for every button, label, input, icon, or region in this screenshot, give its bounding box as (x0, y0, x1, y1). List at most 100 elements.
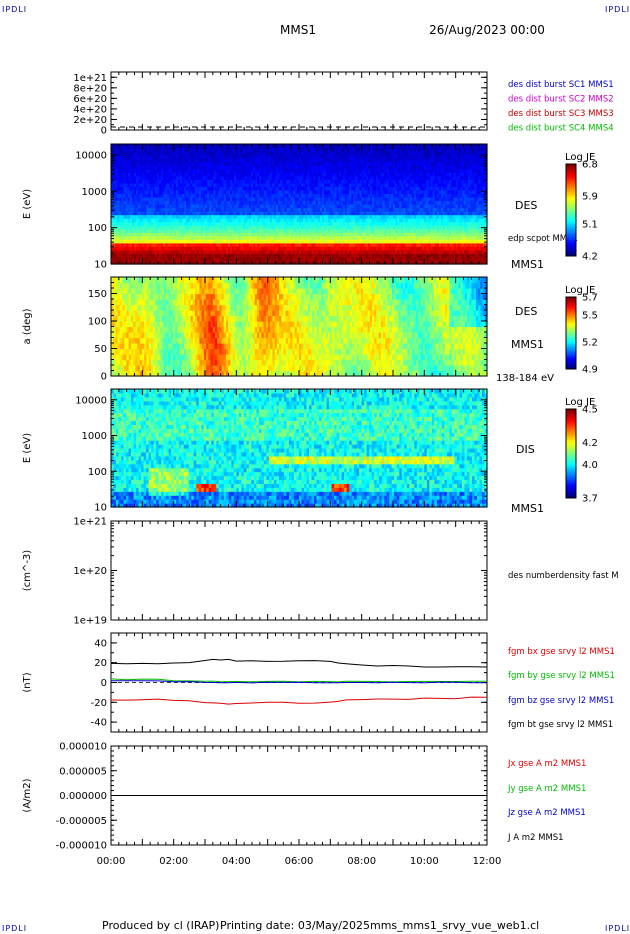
des-energy-panel-cell (117, 218, 120, 223)
des-energy-panel-cell (225, 186, 229, 191)
des-energy-panel-cell (140, 218, 143, 223)
des-energy-panel-cell (240, 214, 244, 219)
des-energy-panel-cell (349, 260, 352, 265)
des-energy-panel-cell (240, 204, 244, 209)
des-energy-panel-cell (159, 168, 162, 173)
des-energy-panel-cell (250, 168, 254, 173)
des-energy-panel-cell (340, 207, 344, 212)
des-energy-panel-cell (127, 253, 131, 258)
des-energy-panel-cell (125, 175, 129, 180)
des-energy-panel-cell (167, 154, 171, 159)
des-energy-panel-cell (129, 204, 133, 209)
corner-label-bottom-left: IPDLI (2, 924, 28, 933)
des-energy-panel-cell (138, 165, 141, 170)
des-energy-panel-cell (205, 225, 208, 230)
des-energy-panel-cell (267, 235, 271, 240)
des-energy-panel-cell (238, 221, 242, 226)
des-energy-panel-cell (111, 186, 114, 191)
des-energy-panel-cell (152, 189, 156, 195)
des-energy-panel-cell (142, 246, 146, 251)
des-energy-panel-cell (198, 242, 202, 247)
des-energy-panel-cell (248, 218, 252, 223)
des-energy-panel-cell (292, 260, 296, 265)
des-energy-panel-cell (340, 246, 344, 251)
des-energy-panel-cell (221, 225, 225, 230)
des-energy-panel-cell (159, 165, 162, 170)
des-energy-panel-cell (257, 204, 260, 209)
des-energy-panel-cell (144, 151, 148, 156)
des-energy-panel-cell (365, 225, 369, 230)
des-energy-panel-cell (232, 246, 235, 251)
des-energy-panel-cell (123, 158, 127, 163)
des-energy-panel-cell (376, 151, 379, 156)
des-energy-panel-cell (367, 189, 371, 195)
des-energy-panel-cell (282, 196, 285, 202)
des-energy-panel-cell (169, 175, 173, 180)
des-energy-panel-cell (121, 211, 125, 216)
des-energy-panel-cell (171, 200, 175, 205)
des-energy-panel-cell (177, 168, 181, 173)
des-energy-panel-cell (221, 218, 225, 223)
des-energy-panel-cell (113, 253, 116, 258)
des-energy-panel-cell (131, 161, 135, 166)
des-energy-panel-cell (240, 179, 244, 184)
des-energy-panel-cell (344, 196, 348, 202)
des-energy-panel-cell (144, 172, 148, 177)
des-energy-panel-cell (188, 232, 191, 237)
des-energy-panel-cell (182, 189, 185, 195)
des-energy-panel-cell (401, 211, 405, 216)
des-energy-panel-cell (236, 204, 240, 209)
des-energy-panel-cell (182, 221, 185, 226)
des-energy-panel-cell (282, 172, 285, 177)
des-energy-panel-cell (244, 182, 248, 187)
des-energy-panel-cell (353, 225, 356, 230)
des-energy-panel-cell (234, 182, 237, 187)
des-energy-panel-cell (242, 189, 246, 195)
des-energy-panel-cell (119, 147, 123, 152)
des-energy-panel-cell (278, 249, 281, 255)
des-energy-panel-cell (261, 175, 265, 180)
des-energy-panel-cell (175, 193, 179, 198)
des-energy-panel-cell (173, 204, 177, 209)
des-energy-panel-cell (253, 260, 256, 265)
des-energy-panel-cell (182, 154, 185, 159)
des-energy-panel-cell (278, 260, 281, 265)
des-energy-panel-cell (390, 232, 394, 237)
des-energy-panel-cell (271, 193, 275, 198)
des-energy-panel-cell (248, 168, 252, 173)
des-energy-panel-cell (213, 253, 217, 258)
des-energy-panel-cell (190, 235, 194, 240)
des-energy-panel-cell (148, 221, 152, 226)
des-energy-panel-cell (173, 260, 177, 265)
des-energy-panel-cell (238, 253, 242, 258)
des-energy-panel-cell (131, 249, 135, 255)
des-energy-panel-cell (397, 196, 400, 202)
des-energy-panel-cell (315, 193, 319, 198)
des-energy-panel-cell (131, 154, 135, 159)
des-energy-panel-cell (301, 200, 304, 205)
des-energy-panel-cell (372, 147, 375, 152)
des-energy-panel-cell (359, 225, 363, 230)
des-energy-panel-cell (328, 249, 331, 255)
des-energy-panel-cell (299, 253, 302, 258)
des-energy-panel-cell (347, 211, 350, 216)
des-energy-panel-cell (282, 249, 285, 255)
des-energy-panel-cell (370, 225, 373, 230)
des-energy-panel-cell (405, 182, 409, 187)
des-energy-panel-cell (230, 239, 233, 244)
des-energy-panel-cell (232, 193, 235, 198)
des-energy-panel-cell (357, 249, 361, 255)
des-energy-panel-cell (253, 165, 256, 170)
des-energy-panel-cell (184, 239, 187, 244)
des-energy-panel-cell (182, 158, 185, 163)
des-energy-panel-cell (353, 253, 356, 258)
des-energy-panel-cell (255, 221, 258, 226)
des-energy-panel-cell (315, 218, 319, 223)
des-energy-panel-cell (405, 204, 409, 209)
des-energy-panel-cell (123, 144, 127, 149)
des-energy-panel-cell (317, 189, 321, 195)
des-energy-panel-cell (265, 193, 269, 198)
des-energy-panel-cell (240, 207, 244, 212)
des-energy-panel-cell (334, 182, 338, 187)
des-energy-panel-cell (374, 168, 377, 173)
